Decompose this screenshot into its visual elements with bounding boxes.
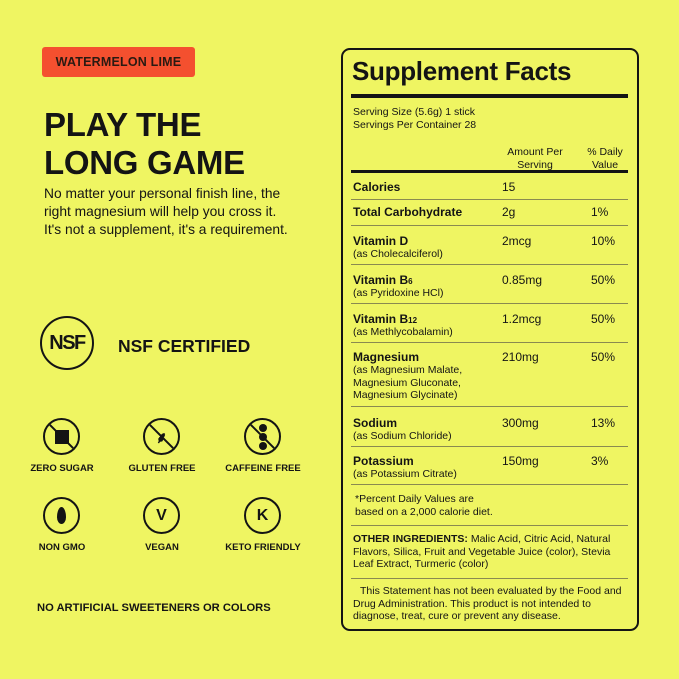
divider: [351, 578, 628, 579]
facts-row: Total Carbohydrate 2g 1%: [351, 205, 628, 226]
nutrient-subscript: 6: [408, 277, 413, 286]
other-ingredients-text: Malic Acid, Citric Acid, Natural Flavors…: [353, 533, 611, 570]
nutrient-source: (as Methlycobalamin): [353, 326, 453, 338]
nutrient-name: Total Carbohydrate: [353, 205, 463, 219]
nutrient-name: Vitamin B6: [353, 273, 413, 287]
headline-line: PLAY THE: [44, 106, 202, 143]
nutrient-name: Vitamin B12: [353, 312, 418, 326]
nutrient-amount: 210mg: [502, 350, 539, 364]
other-ingredients-label: OTHER INGREDIENTS:: [353, 533, 468, 545]
disclaimer: This Statement has not been evaluated by…: [353, 585, 622, 622]
header-line: Amount Per: [507, 146, 563, 158]
badge-label: VEGAN: [145, 542, 179, 553]
flavor-badge: WATERMELON LIME: [42, 47, 195, 77]
facts-row: Vitamin B12 (as Methlycobalamin) 1.2mcg 50%: [351, 312, 628, 343]
header-line: Serving: [517, 158, 553, 171]
nutrient-source: (as Pyridoxine HCl): [353, 287, 444, 299]
headline: PLAY THE LONG GAME: [44, 106, 245, 182]
facts-title: Supplement Facts: [352, 56, 572, 86]
facts-row: Calories 15: [351, 180, 628, 200]
nutrient-amount: 300mg: [502, 416, 539, 430]
keto-icon: K: [244, 497, 281, 534]
servings-per-container: Servings Per Container 28: [353, 118, 477, 131]
vegan-icon: V: [143, 497, 180, 534]
serving-size: Serving Size (5.6g) 1 stick: [353, 106, 475, 118]
nutrient-dv: 1%: [591, 205, 609, 219]
nutrient-dv: 50%: [591, 273, 616, 287]
facts-row: Magnesium (as Magnesium Malate, Magnesium …: [351, 350, 628, 407]
divider: [351, 170, 628, 173]
facts-row: Vitamin B6 (as Pyridoxine HCl) 0.85mg 50%: [351, 273, 628, 304]
serving-info: Serving Size (5.6g) 1 stick Servings Per …: [353, 106, 476, 131]
footer-note: NO ARTIFICIAL SWEETENERS OR COLORS: [37, 602, 271, 614]
nsf-label: NSF CERTIFIED: [118, 336, 251, 356]
nutrient-dv: 50%: [591, 350, 616, 364]
source-line: Magnesium Glycinate): [353, 389, 458, 401]
nutrient-source: (as Magnesium Malate, Magnesium Gluconate…: [353, 364, 462, 402]
nutrient-dv: 13%: [591, 416, 616, 430]
nutrient-name: Potassium: [353, 454, 414, 468]
facts-row: Vitamin D (as Cholecalciferol) 2mcg 10%: [351, 234, 628, 265]
source-line: (as Magnesium Malate,: [353, 364, 463, 376]
nutrient-amount: 1.2mcg: [502, 312, 542, 326]
nutrient-name: Calories: [353, 180, 401, 194]
badge-label: GLUTEN FREE: [128, 463, 196, 474]
no-gluten-icon: ⸙: [143, 418, 180, 455]
nutrient-source: (as Potassium Citrate): [353, 468, 457, 480]
nutrient-amount: 2mcg: [502, 234, 532, 248]
other-ingredients: OTHER INGREDIENTS: Malic Acid, Citric Ac…: [353, 533, 625, 571]
nutrient-dv: 10%: [591, 234, 616, 248]
nutrient-name: Vitamin D: [353, 234, 409, 248]
badge-label: ZERO SUGAR: [30, 463, 94, 474]
header-line: % Daily: [587, 146, 623, 158]
footnote-line: *Percent Daily Values are: [355, 493, 474, 505]
nutrient-name: Magnesium: [353, 350, 420, 364]
nutrient-subscript: 12: [408, 316, 418, 325]
nutrient-amount: 2g: [502, 205, 516, 219]
badge-label: NON GMO: [38, 542, 86, 553]
no-sugar-icon: [43, 418, 80, 455]
nutrient-source: (as Cholecalciferol): [353, 248, 443, 260]
facts-row: Sodium (as Sodium Chloride) 300mg 13%: [351, 416, 628, 447]
nutrient-name: Sodium: [353, 416, 397, 430]
source-line: Magnesium Gluconate,: [353, 376, 461, 389]
divider: [351, 525, 628, 526]
no-caffeine-icon: [244, 418, 281, 455]
leaf-icon: [43, 497, 80, 534]
nsf-logo: NSF: [40, 316, 94, 370]
facts-row: Potassium (as Potassium Citrate) 150mg 3%: [351, 454, 628, 485]
headline-line: LONG GAME: [44, 144, 245, 181]
nutrient-amount: 15: [502, 180, 516, 194]
badge-label: KETO FRIENDLY: [225, 542, 301, 553]
nutrient-amount: 150mg: [502, 454, 539, 468]
footnote-line: based on a 2,000 calorie diet.: [355, 505, 493, 518]
col-dv-header: % Daily Value: [580, 146, 630, 171]
supplement-facts-panel: [341, 48, 639, 631]
header-line: Value: [591, 158, 619, 171]
nutrient-dv: 50%: [591, 312, 616, 326]
col-amount-header: Amount Per Serving: [496, 146, 574, 171]
nutrient-source: (as Sodium Chloride): [353, 430, 452, 442]
nutrient-dv: 3%: [591, 454, 609, 468]
divider: [351, 94, 628, 98]
description: No matter your personal finish line, the…: [44, 186, 288, 237]
nutrient-amount: 0.85mg: [502, 273, 543, 287]
badge-label: CAFFEINE FREE: [225, 463, 301, 474]
footnote: *Percent Daily Values are based on a 2,00…: [355, 493, 493, 518]
